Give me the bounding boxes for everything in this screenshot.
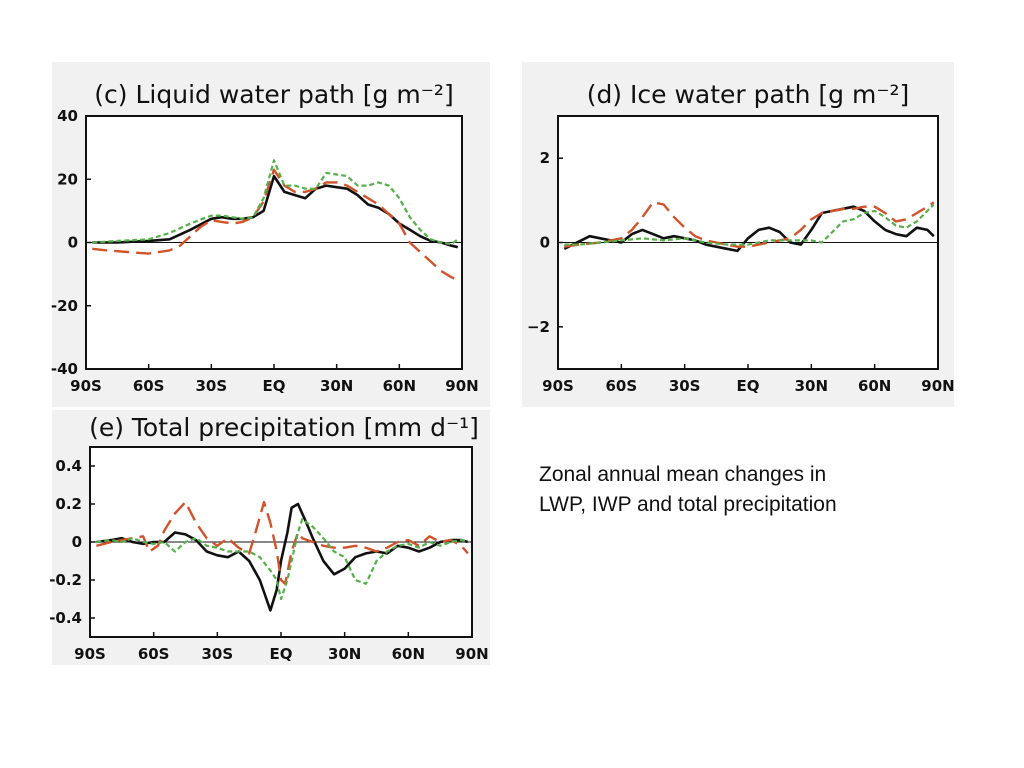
x-tick-label-e: EQ <box>270 645 293 663</box>
series-line-e-black <box>96 502 469 612</box>
chart-panel-e: (e) Total precipitation [mm d⁻¹] 90S 60S 30… <box>49 413 489 663</box>
figure-caption: Zonal annual mean changes in LWP, IWP an… <box>539 460 919 520</box>
series-line-c-red <box>92 168 459 282</box>
x-tick-label-c: 30N <box>320 377 353 395</box>
series-line-e-red <box>96 500 469 585</box>
series-line-d-red <box>564 201 935 248</box>
x-tick-label-c: EQ <box>263 377 286 395</box>
caption-line-2: LWP, IWP and total precipitation <box>539 493 837 516</box>
y-tick-label-c: -20 <box>51 297 78 315</box>
chart-title-d: (d) Ice water path [g m⁻²] <box>587 80 910 109</box>
y-tick-label-e: 0.2 <box>55 495 82 513</box>
series-line-e-green <box>96 518 469 601</box>
x-tick-label-e: 60S <box>138 645 170 663</box>
x-tick-label-e: 90S <box>74 645 106 663</box>
y-tick-label-d: 0 <box>540 234 550 252</box>
x-tick-label-c: 90N <box>445 377 478 395</box>
x-tick-label-c: 30S <box>195 377 227 395</box>
y-tick-label-e: 0 <box>72 533 82 551</box>
x-tick-label-c: 60N <box>383 377 416 395</box>
series-line-d-green <box>564 203 935 246</box>
x-tick-label-c: 60S <box>133 377 165 395</box>
chart-panel-d: (d) Ice water path [g m⁻²] 90S 60S 30S EQ 30N… <box>527 80 955 395</box>
y-tick-label-c: 40 <box>57 107 78 125</box>
x-tick-label-e: 90N <box>455 645 488 663</box>
x-tick-label-e: 30N <box>328 645 361 663</box>
chart-title-e: (e) Total precipitation [mm d⁻¹] <box>89 413 479 442</box>
caption-line-1: Zonal annual mean changes in <box>539 463 827 486</box>
x-tick-label-d: 90N <box>921 377 954 395</box>
x-tick-label-d: EQ <box>737 377 760 395</box>
y-tick-label-e: 0.4 <box>55 457 82 475</box>
series-line-c-green <box>92 159 459 246</box>
y-tick-label-d: −2 <box>527 318 550 336</box>
x-tick-label-d: 90S <box>542 377 574 395</box>
x-tick-label-e: 60N <box>392 645 425 663</box>
x-tick-label-e: 30S <box>201 645 233 663</box>
x-tick-label-d: 30S <box>669 377 701 395</box>
series-line-c-black <box>92 174 459 249</box>
x-tick-label-d: 60S <box>605 377 637 395</box>
chart-title-c: (c) Liquid water path [g m⁻²] <box>94 80 453 109</box>
x-tick-label-d: 60N <box>858 377 891 395</box>
y-tick-label-c: 0 <box>68 234 78 252</box>
y-tick-label-c: -40 <box>51 360 78 378</box>
y-tick-label-d: 2 <box>540 149 550 167</box>
chart-panel-c: (c) Liquid water path [g m⁻²] 90S 60S 30S EQ… <box>51 80 479 395</box>
y-tick-label-e: -0.4 <box>49 609 82 627</box>
y-tick-label-c: 20 <box>57 170 78 188</box>
x-tick-label-d: 30N <box>795 377 828 395</box>
x-tick-label-c: 90S <box>70 377 102 395</box>
series-line-d-black <box>563 205 935 253</box>
y-tick-label-e: -0.2 <box>49 571 82 589</box>
